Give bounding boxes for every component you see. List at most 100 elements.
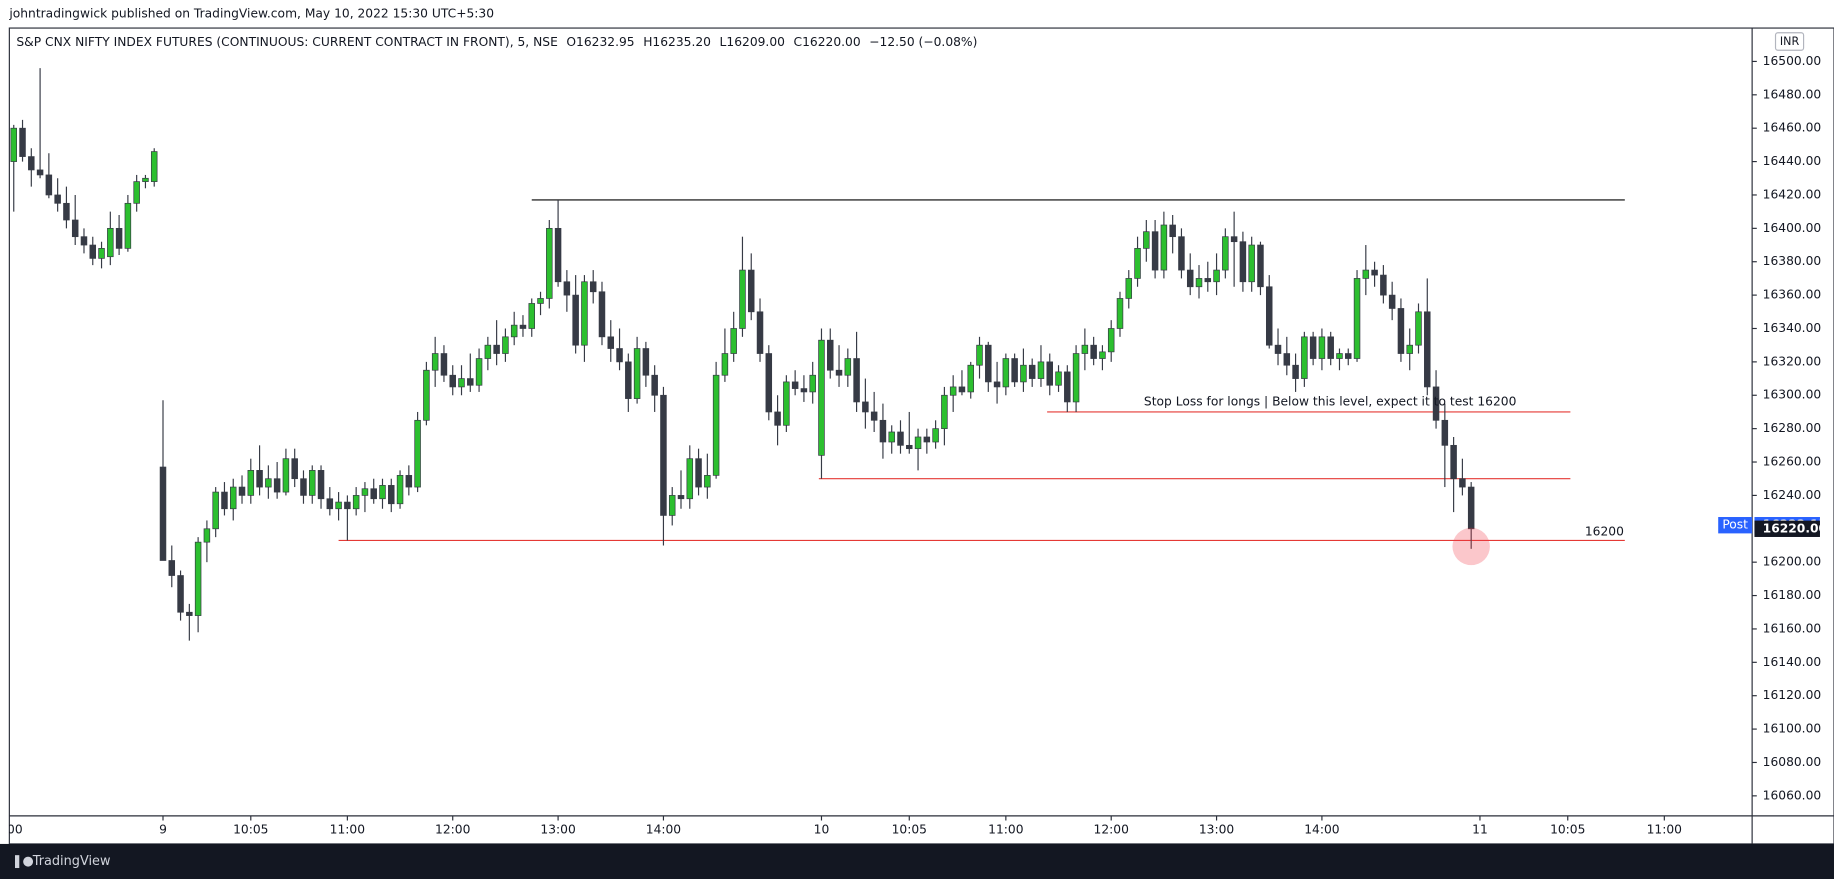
candle-body — [282, 458, 290, 493]
candle-body — [1099, 351, 1106, 359]
candle-body — [1125, 278, 1133, 299]
candle-body — [449, 374, 456, 388]
currency-box[interactable] — [1774, 32, 1805, 51]
x-tick-label: 9 — [159, 822, 167, 836]
x-tick-label: 13:00 — [540, 822, 575, 836]
candle-body — [546, 227, 553, 299]
y-tick-label: 16460.00 — [1763, 121, 1822, 135]
candle-body — [484, 344, 492, 359]
candle-body — [1195, 278, 1203, 288]
candle-body — [870, 411, 878, 421]
candle-body — [1151, 231, 1159, 271]
y-tick-label: 16420.00 — [1763, 187, 1822, 201]
currency[interactable]: INR — [1780, 35, 1800, 48]
candle-body — [493, 344, 500, 354]
y-tick-label: 16080.00 — [1763, 755, 1822, 769]
symbol: S&P CNX NIFTY INDEX FUTURES (CONTINUOUS:… — [16, 35, 557, 49]
candle-body — [370, 488, 377, 500]
candle-body — [660, 394, 667, 516]
x-tick-label: 10:05 — [233, 822, 268, 836]
candle-body — [730, 328, 737, 354]
candle-body — [1301, 336, 1308, 379]
candle-body — [256, 470, 263, 488]
candle-body — [818, 339, 825, 456]
candle-body — [1362, 269, 1370, 279]
candle-body — [625, 361, 632, 399]
candle-body — [1283, 353, 1291, 366]
plot-area — [10, 68, 1625, 641]
y-tick-label: 16240.00 — [1763, 488, 1822, 502]
candle-body — [756, 311, 764, 354]
y-tick-label: 16120.00 — [1763, 688, 1822, 702]
candle-body — [335, 501, 342, 510]
y-tick-label: 16160.00 — [1763, 621, 1822, 635]
level-label: 16200 — [1585, 524, 1624, 538]
close: C16220.00 — [794, 35, 861, 49]
candle-body — [941, 394, 948, 429]
annotation: Stop Loss for longs | Below this level, … — [1144, 395, 1516, 410]
candle-body — [1037, 361, 1045, 379]
candle-body — [1239, 241, 1247, 283]
candle-body — [888, 431, 895, 443]
candle-body — [115, 227, 123, 249]
x-tick-label: 11 — [1472, 822, 1488, 836]
candle-body — [721, 353, 729, 376]
high: H16235.20 — [643, 35, 711, 49]
candle-body — [554, 227, 562, 283]
candle-body — [1380, 274, 1387, 296]
y-tick-label: 16320.00 — [1763, 354, 1822, 368]
candle-body — [1336, 353, 1343, 359]
candle-body — [949, 386, 957, 396]
candle-body — [783, 381, 790, 426]
candle-body — [1055, 371, 1062, 386]
candle-body — [897, 431, 904, 446]
candle-body — [317, 470, 325, 500]
y-tick-label: 16060.00 — [1763, 788, 1822, 802]
candle-body — [265, 478, 272, 488]
candle-body — [1292, 364, 1299, 379]
low: L16209.00 — [720, 35, 785, 49]
candle-body — [19, 127, 26, 157]
y-tick-label: 16140.00 — [1763, 655, 1822, 669]
y-tick-label: 16480.00 — [1763, 87, 1822, 101]
candle-body — [1107, 328, 1115, 353]
candle-body — [475, 358, 483, 386]
candle-body — [361, 488, 369, 496]
candle-body — [186, 611, 193, 616]
candle-body — [71, 219, 79, 238]
candle-body — [712, 374, 720, 476]
candle-body — [668, 495, 676, 516]
x-tick-label: 14:00 — [646, 822, 681, 836]
candle-body — [1186, 269, 1194, 288]
candle-body — [598, 291, 606, 338]
candle-body — [80, 236, 88, 246]
footer — [0, 843, 1834, 879]
candle-body — [414, 419, 421, 488]
candle-body — [589, 281, 597, 293]
candle-body — [431, 353, 439, 371]
candle-body — [10, 127, 17, 162]
candle-body — [458, 378, 465, 388]
candle-body — [1432, 386, 1440, 421]
change: −12.50 (−0.08%) — [869, 35, 977, 49]
candle-body — [1397, 308, 1405, 354]
y-tick-label: 16440.00 — [1763, 154, 1822, 168]
candle-body — [45, 174, 53, 196]
candle-body — [1011, 358, 1018, 383]
x-tick-label: 13:00 — [1199, 822, 1234, 836]
open: O16232.95 — [566, 35, 634, 49]
x-tick-label: 10:05 — [1550, 822, 1585, 836]
candle-body — [747, 269, 755, 313]
candle-body — [563, 281, 571, 296]
candle-body — [932, 428, 939, 443]
candle-body — [1265, 286, 1273, 346]
candle-body — [203, 528, 211, 543]
candle-body — [985, 344, 992, 383]
candle-body — [519, 324, 527, 329]
candle-body — [89, 244, 97, 259]
candle-body — [1248, 244, 1255, 283]
post-badge — [1718, 517, 1753, 534]
candle-body — [642, 348, 650, 376]
